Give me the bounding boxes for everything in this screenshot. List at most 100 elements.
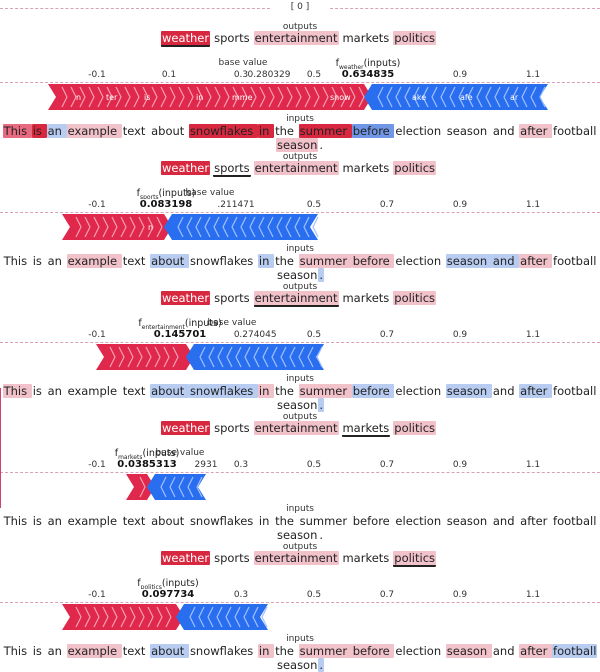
input-token[interactable]: summer — [298, 254, 352, 268]
input-token[interactable]: football — [553, 514, 597, 528]
input-token[interactable]: example — [66, 644, 122, 658]
input-token[interactable]: after — [519, 384, 553, 398]
input-token[interactable]: election — [395, 514, 445, 528]
input-token[interactable]: after — [519, 644, 553, 658]
input-token[interactable]: snowflakes — [189, 514, 257, 528]
output-weather[interactable]: weather — [160, 31, 211, 47]
input-token[interactable]: election — [395, 644, 445, 658]
input-token[interactable]: in — [257, 124, 275, 138]
input-token[interactable]: example — [66, 124, 122, 138]
input-token[interactable]: This — [2, 384, 32, 398]
input-token[interactable]: election — [395, 384, 445, 398]
input-token[interactable]: about — [151, 514, 188, 528]
input-token[interactable]: before — [351, 124, 395, 138]
input-token[interactable]: . — [318, 398, 325, 412]
input-token[interactable]: . — [318, 658, 325, 672]
output-entertainment[interactable]: entertainment — [253, 161, 339, 175]
input-token[interactable]: in — [258, 514, 274, 528]
output-sports[interactable]: sports — [213, 161, 251, 177]
input-token[interactable]: season — [276, 528, 318, 542]
input-token[interactable]: an — [46, 124, 67, 138]
input-token[interactable]: the — [275, 644, 298, 658]
input-token[interactable]: season — [445, 254, 492, 268]
input-token[interactable]: . — [318, 268, 325, 282]
input-token[interactable]: snowflakes — [189, 644, 257, 658]
input-token[interactable]: before — [351, 644, 395, 658]
input-token[interactable]: text — [122, 384, 150, 398]
output-weather[interactable]: weather — [160, 421, 211, 435]
input-token[interactable]: This — [2, 124, 32, 138]
input-token[interactable]: before — [352, 514, 394, 528]
output-entertainment[interactable]: entertainment — [253, 31, 339, 45]
input-token[interactable]: is — [32, 254, 46, 268]
output-politics[interactable]: politics — [393, 161, 437, 175]
output-politics[interactable]: politics — [393, 421, 437, 435]
input-token[interactable]: season — [276, 398, 318, 412]
input-token[interactable]: and — [492, 124, 519, 138]
input-token[interactable]: snowflakes — [189, 254, 257, 268]
input-token[interactable]: an — [47, 384, 66, 398]
output-entertainment[interactable]: entertainment — [253, 551, 339, 565]
input-token[interactable]: season — [445, 644, 492, 658]
input-token[interactable]: an — [47, 644, 66, 658]
input-token[interactable]: after — [519, 254, 553, 268]
input-token[interactable]: the — [275, 254, 298, 268]
input-token[interactable]: in — [257, 254, 275, 268]
output-sports[interactable]: sports — [214, 291, 250, 305]
input-token[interactable]: is — [31, 124, 47, 138]
input-token[interactable]: snowflakes — [188, 124, 258, 138]
input-token[interactable]: This — [3, 514, 31, 528]
input-token[interactable]: and — [492, 384, 519, 398]
input-token[interactable]: the — [275, 124, 298, 138]
input-token[interactable]: an — [47, 254, 66, 268]
input-token[interactable]: season — [446, 514, 491, 528]
input-token[interactable]: the — [275, 514, 298, 528]
input-token[interactable]: after — [519, 124, 553, 138]
input-token[interactable]: summer — [299, 514, 351, 528]
input-token[interactable]: about — [150, 644, 189, 658]
input-token[interactable]: season — [275, 138, 319, 152]
input-token[interactable]: football — [553, 124, 597, 138]
input-token[interactable]: This — [3, 644, 31, 658]
input-token[interactable]: football — [552, 644, 598, 658]
input-token[interactable]: season — [276, 268, 318, 282]
input-token[interactable]: after — [520, 514, 552, 528]
input-token[interactable]: election — [395, 124, 445, 138]
output-sports[interactable]: sports — [214, 421, 250, 435]
input-token[interactable]: in — [257, 384, 275, 398]
input-token[interactable]: and — [491, 254, 520, 268]
output-weather[interactable]: weather — [160, 551, 211, 565]
input-token[interactable]: football — [553, 254, 597, 268]
input-token[interactable]: election — [395, 254, 445, 268]
output-weather[interactable]: weather — [160, 291, 211, 305]
input-token[interactable]: summer — [298, 384, 352, 398]
output-weather[interactable]: weather — [160, 161, 211, 175]
output-politics[interactable]: politics — [393, 291, 437, 305]
input-token[interactable]: before — [351, 384, 395, 398]
input-token[interactable]: example — [67, 384, 121, 398]
output-politics[interactable]: politics — [393, 31, 437, 45]
input-token[interactable]: is — [32, 644, 46, 658]
input-token[interactable]: in — [257, 644, 275, 658]
output-entertainment[interactable]: entertainment — [253, 291, 339, 307]
input-token[interactable]: the — [275, 384, 298, 398]
input-token[interactable]: about — [150, 384, 189, 398]
input-token[interactable]: text — [122, 254, 150, 268]
output-sports[interactable]: sports — [214, 31, 250, 45]
output-markets[interactable]: markets — [342, 291, 390, 305]
input-token[interactable]: text — [122, 514, 150, 528]
input-token[interactable]: is — [32, 384, 46, 398]
input-token[interactable]: . — [319, 528, 324, 542]
input-token[interactable]: an — [47, 514, 66, 528]
output-markets[interactable]: markets — [342, 161, 390, 175]
input-token[interactable]: and — [492, 644, 519, 658]
output-politics[interactable]: politics — [393, 551, 437, 567]
input-token[interactable]: season — [446, 124, 491, 138]
input-token[interactable]: is — [32, 514, 46, 528]
output-markets[interactable]: markets — [342, 31, 390, 45]
input-token[interactable]: before — [351, 254, 395, 268]
input-token[interactable]: summer — [298, 644, 352, 658]
input-token[interactable]: football — [553, 384, 597, 398]
input-token[interactable]: example — [66, 254, 122, 268]
input-token[interactable]: text — [122, 124, 150, 138]
